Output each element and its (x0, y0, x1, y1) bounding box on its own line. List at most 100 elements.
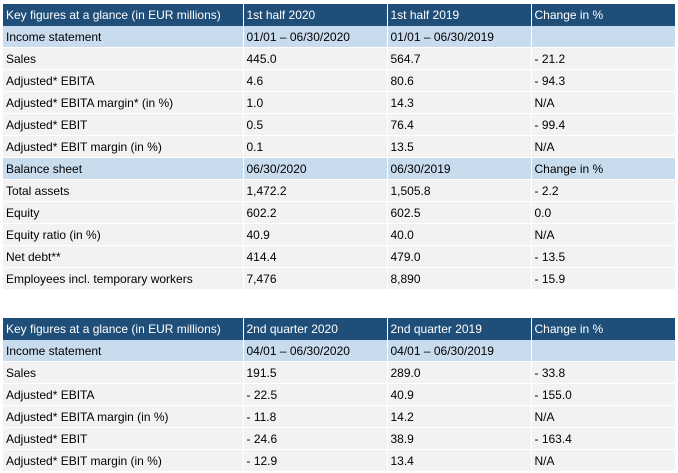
table-cell: - 24.6 (242, 427, 387, 450)
table-cell: 602.2 (242, 201, 387, 224)
row-label: Net debt** (3, 245, 243, 268)
row-label: Equity (3, 201, 243, 224)
table-cell: 414.4 (242, 245, 387, 268)
table-cell: 0.5 (242, 113, 387, 136)
table-cell: - 13.5 (530, 245, 675, 268)
section-header-row: Income statement 04/01 – 06/30/2020 04/01 … (3, 340, 675, 362)
table-cell: N/A (530, 135, 675, 158)
table-row: Adjusted* EBIT 0.5 76.4- 99.4 (3, 113, 675, 136)
table-cell: 191.5 (242, 361, 387, 384)
column-header: Change in % (531, 4, 675, 26)
table-cell: - 22.5 (242, 383, 387, 406)
column-header: Key figures at a glance (in EUR millions… (3, 4, 244, 26)
row-label: Sales (3, 47, 243, 70)
table-cell: 289.0 (386, 361, 531, 384)
column-header: 2nd quarter 2020 (243, 318, 388, 340)
row-label: Balance sheet (3, 157, 243, 180)
row-label: Adjusted* EBITA margin (in %) (3, 405, 243, 428)
row-label: Income statement (3, 340, 243, 362)
table-cell: 602.5 (386, 201, 531, 224)
table-cell: 1,472.2 (242, 179, 387, 202)
table-cell: - 163.4 (530, 427, 675, 450)
table-cell: 7,476 (242, 267, 387, 290)
table-header-row: Key figures at a glance (in EUR millions… (3, 318, 675, 340)
table-cell: 06/30/2020 (242, 157, 387, 180)
row-label: Adjusted* EBITA (3, 69, 243, 92)
column-header: Change in % (531, 318, 675, 340)
table-cell: - 2.2 (530, 179, 675, 202)
table-cell: - 99.4 (530, 113, 675, 136)
table-cell: 14.2 (386, 405, 531, 428)
table-cell: 8,890 (386, 267, 531, 290)
table-row: Adjusted* EBITA - 22.5 40.9- 155.0 (3, 383, 675, 406)
row-label: Sales (3, 361, 243, 384)
key-figures-half-year-table: Key figures at a glance (in EUR millions… (3, 4, 675, 290)
section-header-row: Income statement 01/01 – 06/30/2020 01/01 … (3, 26, 675, 48)
table-row: Sales 445.0 564.7- 21.2 (3, 47, 675, 70)
table-cell: - 94.3 (530, 69, 675, 92)
column-header: 1st half 2019 (387, 4, 532, 26)
row-label: Equity ratio (in %) (3, 223, 243, 246)
row-label: Adjusted* EBIT (3, 113, 243, 136)
table-cell: 0.1 (242, 135, 387, 158)
table-cell: N/A (530, 449, 675, 472)
table-cell: 13.4 (386, 449, 531, 472)
key-figures-quarter-table: Key figures at a glance (in EUR millions… (3, 318, 675, 472)
table-cell: 564.7 (386, 47, 531, 70)
table-row: Adjusted* EBITA margin* (in %) 1.0 14.3 N/A (3, 91, 675, 114)
table-header-row: Key figures at a glance (in EUR millions… (3, 4, 675, 26)
table-cell: - 155.0 (530, 383, 675, 406)
row-label: Adjusted* EBIT margin (in %) (3, 449, 243, 472)
table-cell: N/A (530, 223, 675, 246)
table-row: Equity ratio (in %) 40.9 40.0 N/A (3, 223, 675, 246)
table-cell (530, 340, 675, 362)
row-label: Adjusted* EBIT (3, 427, 243, 450)
row-label: Employees incl. temporary workers (3, 267, 243, 290)
table-row: Adjusted* EBITA margin (in %) - 11.8 14.2 N… (3, 405, 675, 428)
table-cell: 80.6 (386, 69, 531, 92)
row-label: Adjusted* EBITA margin* (in %) (3, 91, 243, 114)
section-header-row: Balance sheet 06/30/2020 06/30/2019 Change … (3, 157, 675, 180)
table-cell: 76.4 (386, 113, 531, 136)
table-row: Adjusted* EBIT margin (in %) - 12.9 13.4 N/… (3, 449, 675, 472)
table-row: Sales 191.5 289.0- 33.8 (3, 361, 675, 384)
table-cell (530, 26, 675, 48)
table-cell: - 12.9 (242, 449, 387, 472)
column-header: Key figures at a glance (in EUR millions… (3, 318, 244, 340)
row-label: Adjusted* EBIT margin (in %) (3, 135, 243, 158)
table-row: Net debt** 414.4 479.0- 13.5 (3, 245, 675, 268)
table-cell: 40.9 (386, 383, 531, 406)
table-cell: N/A (530, 91, 675, 114)
table-cell: 04/01 – 06/30/2019 (386, 340, 531, 362)
table-cell: N/A (530, 405, 675, 428)
table-cell: Change in % (530, 157, 675, 180)
table-row: Total assets 1,472.2 1,505.8- 2.2 (3, 179, 675, 202)
table-cell: 13.5 (386, 135, 531, 158)
table-row: Adjusted* EBIT margin (in %) 0.1 13.5 N/A (3, 135, 675, 158)
row-label: Adjusted* EBITA (3, 383, 243, 406)
table-cell: 1.0 (242, 91, 387, 114)
table-cell: 40.9 (242, 223, 387, 246)
table-cell: 445.0 (242, 47, 387, 70)
table-cell: - 15.9 (530, 267, 675, 290)
row-label: Total assets (3, 179, 243, 202)
column-header: 2nd quarter 2019 (387, 318, 532, 340)
table-cell: 04/01 – 06/30/2020 (242, 340, 387, 362)
table-cell: 1,505.8 (386, 179, 531, 202)
table-cell: 14.3 (386, 91, 531, 114)
table-cell: - 33.8 (530, 361, 675, 384)
table-cell: 06/30/2019 (386, 157, 531, 180)
table-cell: - 11.8 (242, 405, 387, 428)
table-row: Adjusted* EBIT - 24.6 38.9- 163.4 (3, 427, 675, 450)
table-cell: 0.0 (530, 201, 675, 224)
table-row: Employees incl. temporary workers 7,476 8,… (3, 267, 675, 290)
table-cell: 38.9 (386, 427, 531, 450)
table-cell: 01/01 – 06/30/2020 (242, 26, 387, 48)
table-cell: 01/01 – 06/30/2019 (386, 26, 531, 48)
table-cell: - 21.2 (530, 47, 675, 70)
column-header: 1st half 2020 (243, 4, 388, 26)
table-row: Equity 602.2 602.5 0.0 (3, 201, 675, 224)
table-cell: 479.0 (386, 245, 531, 268)
table-cell: 40.0 (386, 223, 531, 246)
row-label: Income statement (3, 26, 243, 48)
